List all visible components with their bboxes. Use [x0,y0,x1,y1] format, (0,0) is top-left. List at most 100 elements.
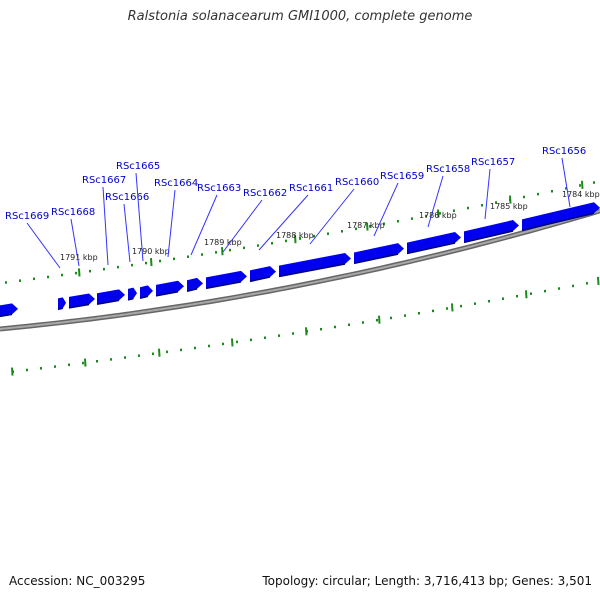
ruler-dot [327,232,329,235]
callout-leader [135,172,144,262]
gene-arrow-shadow [155,291,179,297]
ruler-dot [75,271,77,275]
gene-arrow-shadow [186,288,198,293]
ruler-dot [54,365,56,368]
ruler-major-tick [221,247,224,256]
ruler-dot [404,314,406,317]
gene-label: RSc1657 [471,157,515,168]
gene-arrow [464,220,519,243]
gene-arrow-shadow [406,242,456,255]
ruler-dot [61,273,63,277]
kbp-label: 1784 kbp [562,190,600,199]
ruler-dot [558,287,560,290]
gene-arrow [156,280,184,296]
gene-arrow [354,243,404,264]
ruler-major-tick [11,367,14,376]
ruler-major-tick [581,180,584,189]
ruler-major-tick [84,358,87,367]
ruler-dot [593,181,595,184]
callout-leader [561,157,571,208]
gene-label: RSc1661 [289,183,333,194]
outer-ruler [5,180,595,284]
ruler-dot [222,342,224,346]
ruler-dot [446,307,448,310]
ruler-dot [215,251,217,254]
gene-arrow-shadow [249,276,271,283]
ruler-dot [397,219,399,223]
callout-leader [26,222,61,269]
ruler-dot [334,325,336,329]
gene-arrow-shadow [139,295,148,299]
ruler-dot [82,361,84,365]
callout-leader [258,194,309,251]
ruler-dot [208,344,210,348]
ruler-dot [278,334,280,337]
ruler-dot [33,277,35,281]
ruler-dot [341,230,343,233]
ruler-dot [68,363,70,367]
ruler-dot [572,284,574,288]
ruler-dot [124,356,126,359]
ruler-dot [362,321,364,324]
ruler-dot [229,248,231,252]
ruler-dot [96,359,98,363]
ruler-dot [264,336,266,340]
ruler-dot [194,346,196,350]
ruler-dot [551,190,553,193]
ruler-dot [159,259,161,263]
ruler-dot [5,281,7,284]
gene-arrow [128,287,137,300]
ruler-dot [579,184,581,187]
ruler-dot [320,327,322,331]
genome-summary: Topology: circular; Length: 3,716,413 bp… [262,574,592,588]
gene-arrow-shadow [96,299,120,305]
kbp-label: 1789 kbp [204,238,242,247]
ruler-dot [285,239,287,243]
gene-track [0,202,600,318]
ruler-major-tick [378,315,381,324]
ruler-dot [383,222,385,226]
ruler-dot [152,352,154,356]
gene-arrow [58,297,66,310]
ruler-dot [236,340,238,344]
gene-arrow-shadow [353,253,399,265]
callout-leader [70,218,80,267]
ruler-dot [467,206,469,210]
ruler-dot [495,201,497,204]
ruler-major-tick [158,348,161,357]
gene-label: RSc1658 [426,164,470,175]
ruler-dot [271,242,273,245]
ruler-dot [250,338,252,342]
ruler-dot [299,237,301,240]
ruler-dot [348,323,350,327]
ruler-dot [502,297,504,300]
gene-arrow-shadow [463,230,514,244]
callout-leader [167,189,176,258]
ruler-dot [481,204,483,207]
ruler-major-tick [231,338,234,347]
ruler-dot [565,187,567,190]
ruler-dot [292,332,294,335]
accession-text: Accession: NC_003295 [9,574,146,588]
backbone-inner [0,209,600,330]
gene-arrow [279,252,351,277]
gene-arrow [206,270,247,289]
ruler-dot [411,217,413,220]
gene-label: RSc1660 [335,177,379,188]
ruler-dot [474,302,476,305]
gene-arrow-shadow [57,307,63,311]
inner-ruler [11,276,600,376]
ruler-dot [516,294,518,298]
gene-arrow-shadow [521,212,595,232]
gene-callouts: RSc1669 RSc1668 RSc1667 RSc1666 RSc1665 RSc16… [5,146,586,269]
gene-arrow [407,231,461,254]
ruler-dot [488,299,490,303]
gene-arrow [0,303,18,317]
gene-label: RSc1656 [542,146,586,157]
ruler-dot [110,358,112,361]
kbp-label: 1790 kbp [132,247,170,256]
gene-arrow-shadow [278,263,346,278]
ruler-dot [355,227,357,231]
gene-arrow-shadow [68,303,90,309]
